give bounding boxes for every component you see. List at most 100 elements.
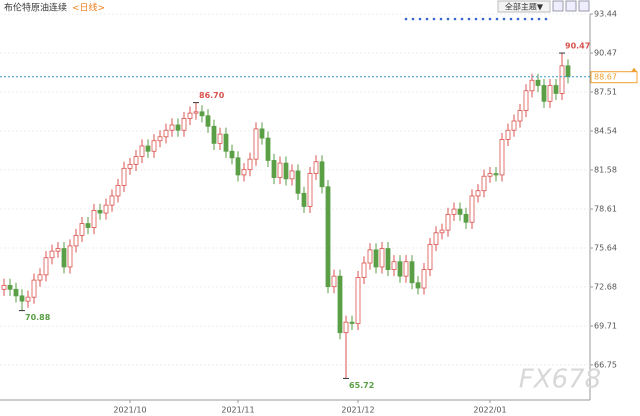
candle-body (565, 65, 571, 78)
candle-body (253, 128, 259, 160)
x-tick-label: 2021/11 (221, 406, 254, 415)
candle-body (325, 186, 331, 288)
candle-body (157, 136, 163, 142)
candle-body (373, 249, 379, 268)
candle-body (523, 90, 529, 111)
last-price-arrow (631, 67, 637, 72)
marker-row (404, 17, 548, 21)
marker-dot (418, 17, 422, 21)
candle-body (205, 115, 211, 127)
candle-body (85, 223, 91, 228)
candle-body (445, 213, 451, 231)
candle-body (379, 248, 385, 268)
annotation-label: 90.47 (565, 42, 590, 51)
candle-body (187, 112, 193, 119)
candle-body (151, 140, 157, 152)
marker-dot (460, 17, 464, 21)
marker-dot (432, 17, 436, 21)
watermark: FX678 (519, 365, 601, 395)
last-price-box (590, 71, 638, 84)
candle-body (331, 275, 337, 288)
icon-button[interactable] (552, 0, 564, 12)
candle-body (265, 137, 271, 161)
candle-body (385, 248, 391, 270)
candle-body (97, 210, 103, 214)
candle-body (301, 192, 307, 207)
marker-dot (425, 17, 429, 21)
candle-body (49, 250, 55, 259)
y-tick-label: 78.61 (594, 204, 617, 213)
candle-body (421, 269, 427, 289)
marker-dot (453, 17, 457, 21)
candle-body (211, 125, 217, 144)
marker-dot (474, 17, 478, 21)
candle-body (133, 156, 139, 165)
candle-body (493, 173, 499, 176)
candle-body (37, 274, 43, 281)
candle-body (169, 124, 175, 131)
candle-body (91, 210, 97, 228)
candle-body (235, 157, 241, 176)
candle-body (223, 133, 229, 152)
candle-body (289, 170, 295, 180)
candle-body (481, 175, 487, 192)
candle-body (535, 79, 541, 86)
candle-body (247, 158, 253, 171)
candle-body (553, 85, 559, 94)
candle-body (559, 65, 565, 94)
candle-body (433, 232, 439, 246)
last-price-label: 88.67 (594, 73, 617, 82)
candle-body (55, 248, 61, 252)
chart-subtitle[interactable]: <日线> (72, 2, 105, 14)
candle-body (511, 120, 517, 131)
chart-title: 布伦特原油连续 (4, 2, 67, 14)
candle-body (241, 169, 247, 176)
y-tick-label: 93.44 (594, 10, 617, 19)
candle-body (271, 160, 277, 178)
candle-body (229, 150, 235, 159)
y-tick-label: 84.54 (594, 127, 617, 136)
marker-dot (509, 17, 513, 21)
marker-dot (411, 17, 415, 21)
candle-body (193, 111, 199, 114)
marker-dot (404, 17, 408, 21)
marker-dot (481, 17, 485, 21)
candle-body (457, 208, 463, 215)
annotation-label: 65.72 (349, 381, 374, 390)
icon-button[interactable] (578, 0, 590, 12)
y-tick-label: 87.51 (594, 87, 617, 96)
candle-body (79, 223, 85, 236)
candle-body (103, 204, 109, 214)
candle-body (439, 229, 445, 234)
marker-dot (488, 17, 492, 21)
marker-dot (495, 17, 499, 21)
candle-body (25, 296, 31, 302)
candle-body (361, 262, 367, 278)
candle-body (487, 173, 493, 177)
marker-dot (446, 17, 450, 21)
marker-dot (516, 17, 520, 21)
candle-body (19, 295, 25, 302)
candle-body (1, 284, 7, 290)
candle-body (7, 284, 13, 290)
candle-body (139, 145, 145, 157)
candle-body (307, 173, 313, 207)
menu-button[interactable] (497, 0, 551, 13)
candle-body (505, 129, 511, 140)
menu-label[interactable]: 全部主题▼ (505, 2, 544, 12)
candle-body (61, 248, 67, 268)
candle-body (115, 185, 121, 197)
candle-body (343, 321, 349, 334)
x-tick-label: 2022/01 (473, 406, 506, 415)
candle-body (397, 261, 403, 277)
annotation-label: 86.70 (199, 91, 225, 100)
candle-body (463, 213, 469, 223)
candle-body (31, 279, 37, 298)
candle-body (469, 195, 475, 223)
candle-body (409, 261, 415, 284)
candle-body (349, 321, 355, 324)
icon-button[interactable] (565, 0, 577, 12)
